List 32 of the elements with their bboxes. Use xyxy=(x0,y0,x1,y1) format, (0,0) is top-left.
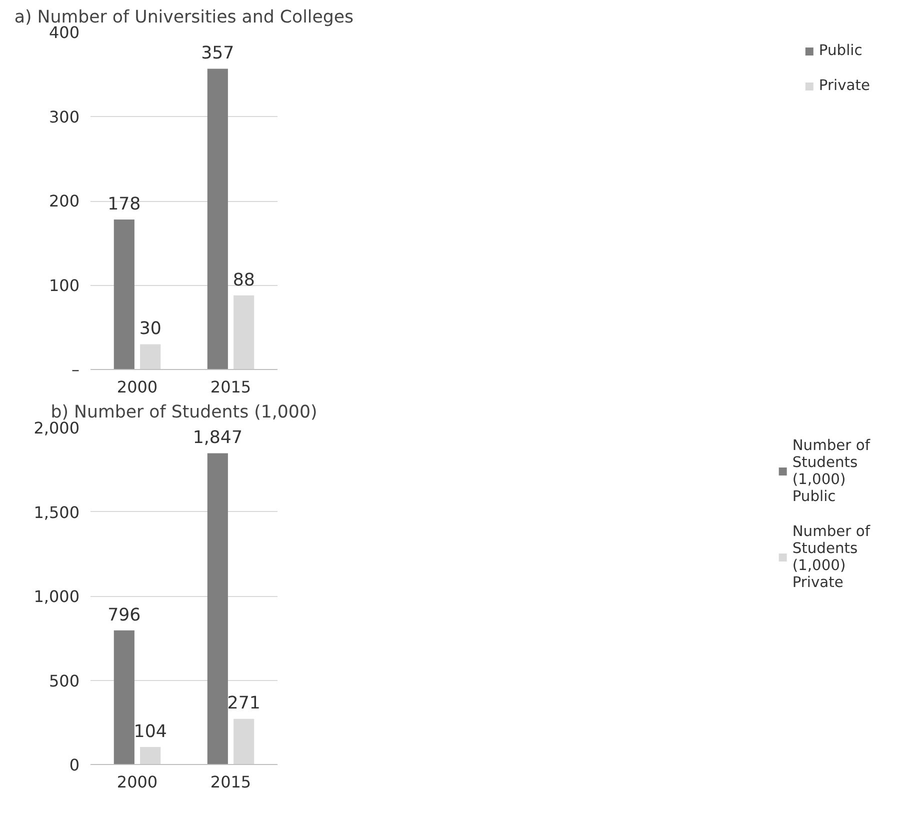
bar xyxy=(234,718,254,764)
y-tick-label: 300 xyxy=(48,107,80,126)
y-tick-label: 1,000 xyxy=(34,587,80,606)
legend-label: Number of Students (1,000) Public xyxy=(792,437,870,505)
y-tick-label: – xyxy=(72,360,80,379)
bar xyxy=(140,746,161,764)
y-tick-label: 1,500 xyxy=(34,502,80,522)
x-tick-label: 2000 xyxy=(116,772,158,792)
data-label: 796 xyxy=(108,605,141,626)
data-label: 1,847 xyxy=(192,428,242,448)
data-label: 178 xyxy=(108,194,141,214)
data-label: 271 xyxy=(227,694,260,714)
y-tick-label: 0 xyxy=(69,756,80,774)
legend-label: Public xyxy=(818,42,862,59)
y-tick-label: 500 xyxy=(48,671,80,690)
legend-label: Private xyxy=(818,77,870,94)
y-tick-label: 200 xyxy=(48,192,80,210)
bar xyxy=(207,68,228,370)
bar xyxy=(207,453,228,764)
data-label: 104 xyxy=(134,722,167,742)
data-label: 357 xyxy=(201,44,234,64)
data-label: 88 xyxy=(232,270,255,290)
bar xyxy=(234,295,254,370)
x-tick-label: 2000 xyxy=(116,378,158,396)
bar xyxy=(114,220,134,370)
y-tick-label: 100 xyxy=(48,276,80,295)
x-tick-label: 2015 xyxy=(210,378,252,396)
bar xyxy=(140,344,161,370)
bar xyxy=(114,630,134,764)
x-tick-label: 2015 xyxy=(210,772,252,792)
legend-label: Number of Students (1,000) Private xyxy=(792,523,870,591)
data-label: 30 xyxy=(139,319,162,340)
